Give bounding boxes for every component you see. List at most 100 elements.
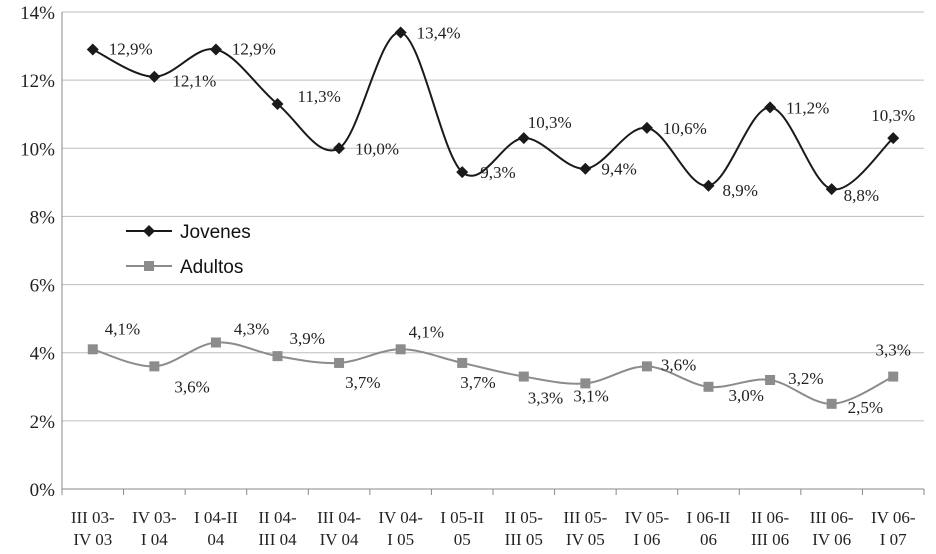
legend-marker-jovenes: [143, 225, 155, 237]
legend: Jovenes Adultos: [126, 222, 251, 278]
y-tick-label: 4%: [30, 344, 56, 365]
point-jovenes: [209, 43, 222, 56]
data-label: 10,3%: [871, 106, 915, 125]
x-tick-label: I 06-II: [687, 508, 731, 527]
point-adultos: [888, 371, 899, 382]
point-adultos: [580, 378, 591, 389]
x-tick-label: III 03-: [71, 508, 115, 527]
point-jovenes: [148, 70, 161, 83]
point-jovenes: [887, 132, 900, 145]
point-jovenes: [640, 121, 653, 134]
x-tick-label: III 05: [505, 530, 543, 549]
x-tick-label: I 04: [141, 530, 168, 549]
point-adultos: [334, 357, 345, 368]
data-label: 3,6%: [174, 377, 209, 396]
data-label: 9,3%: [480, 163, 515, 182]
point-jovenes: [764, 101, 777, 114]
x-tick-label: 04: [207, 530, 225, 549]
legend-label-jovenes: Jovenes: [180, 222, 251, 243]
x-tick-label: IV 06-: [871, 508, 916, 527]
point-adultos: [272, 351, 283, 362]
series-line-jovenes: [92, 31, 894, 191]
x-tick-label: 06: [700, 530, 717, 549]
point-jovenes: [86, 43, 99, 56]
x-tick-label: I 05-II: [440, 508, 484, 527]
y-axis-ticks: 0% 2% 4% 6% 8% 10% 12% 14%: [20, 3, 55, 501]
x-tick-label: III 04-: [317, 508, 361, 527]
x-tick-label: III 05-: [563, 508, 607, 527]
legend-label-adultos: Adultos: [180, 257, 243, 278]
point-adultos: [826, 398, 837, 409]
data-label: 10,6%: [663, 119, 707, 138]
data-label: 3,2%: [788, 369, 823, 388]
data-label: 11,3%: [298, 87, 341, 106]
x-tick-label: I 07: [880, 530, 907, 549]
data-label: 9,4%: [601, 160, 636, 179]
data-label: 8,8%: [844, 186, 879, 205]
x-tick-label: II 06-: [751, 508, 790, 527]
data-label: 4,3%: [234, 319, 269, 338]
x-tick-label: IV 05: [566, 530, 605, 549]
y-tick-label: 8%: [30, 207, 56, 228]
data-label: 3,9%: [290, 329, 325, 348]
data-label: 10,3%: [528, 113, 572, 132]
point-adultos: [457, 357, 468, 368]
x-tick-label: IV 03: [73, 530, 112, 549]
point-jovenes: [702, 179, 715, 192]
x-tick-label: III 06-: [810, 508, 854, 527]
data-label: 3,0%: [729, 386, 764, 405]
point-adultos: [518, 371, 529, 382]
data-label: 3,3%: [876, 341, 911, 360]
y-tick-label: 0%: [30, 480, 56, 501]
data-label: 3,7%: [460, 373, 495, 392]
point-jovenes: [394, 26, 407, 39]
point-adultos: [395, 344, 406, 355]
x-tick-label: IV 04-: [378, 508, 423, 527]
point-adultos: [210, 337, 221, 348]
x-tick-label: IV 05-: [625, 508, 670, 527]
data-label: 12,9%: [232, 39, 276, 58]
data-label: 8,9%: [723, 181, 758, 200]
data-label: 12,9%: [109, 39, 153, 58]
x-axis: [61, 12, 925, 495]
point-jovenes: [579, 162, 592, 175]
data-label: 10,0%: [355, 139, 399, 158]
data-label: 11,2%: [786, 98, 829, 117]
point-jovenes: [333, 142, 346, 155]
x-tick-label: III 06: [751, 530, 789, 549]
data-label: 2,5%: [848, 398, 883, 417]
data-label: 12,1%: [172, 72, 216, 91]
data-labels: 12,9% 12,1% 12,9% 11,3% 10,0% 13,4% 9,3% 10,3% 9…: [105, 23, 915, 416]
data-label: 3,7%: [345, 373, 380, 392]
point-jovenes: [271, 97, 284, 110]
point-adultos: [641, 361, 652, 372]
x-tick-label: IV 03-: [132, 508, 177, 527]
y-tick-label: 6%: [30, 276, 56, 297]
data-label: 3,1%: [573, 386, 608, 405]
x-axis-ticks: III 03- IV 03 IV 03- I 04 I 04-II 04 II 04- III…: [71, 508, 916, 549]
data-label: 4,1%: [105, 319, 140, 338]
point-jovenes: [456, 166, 469, 179]
y-tick-label: 10%: [20, 139, 55, 160]
data-label: 3,6%: [661, 355, 696, 374]
point-adultos: [765, 374, 776, 385]
point-adultos: [149, 361, 160, 372]
point-jovenes: [517, 132, 530, 145]
legend-marker-adultos: [144, 261, 154, 271]
series-group: [86, 26, 900, 409]
data-label: 3,3%: [528, 389, 563, 408]
gridlines: [62, 11, 924, 490]
point-adultos: [87, 344, 98, 355]
x-tick-label: I 04-II: [194, 508, 238, 527]
x-tick-label: III 04: [258, 530, 297, 549]
x-tick-label: IV 06: [812, 530, 851, 549]
x-tick-label: I 06: [633, 530, 660, 549]
x-tick-label: II 05-: [505, 508, 544, 527]
data-label: 4,1%: [409, 322, 444, 341]
data-label: 13,4%: [417, 23, 461, 42]
x-tick-label: IV 04: [320, 530, 359, 549]
y-tick-label: 12%: [20, 71, 55, 92]
x-tick-label: 05: [454, 530, 471, 549]
y-tick-label: 2%: [30, 412, 56, 433]
